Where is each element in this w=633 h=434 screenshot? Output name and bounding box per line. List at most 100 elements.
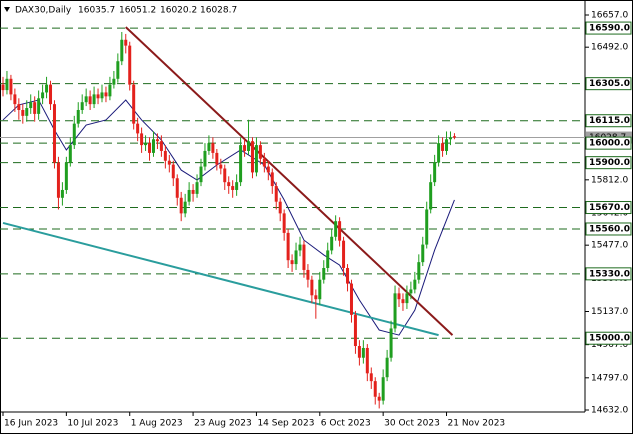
candle-body [393,293,397,329]
candle-body [437,143,441,163]
candle-body [357,346,361,358]
candle-body [80,102,84,110]
candle-body [353,314,357,347]
candle-body [88,96,92,105]
candle-body [258,145,262,159]
candle-body [49,84,53,105]
x-tick-label: 10 Jul 2023 [67,419,118,429]
candle-body [298,244,302,251]
y-tick-label: 15477.0 [591,241,628,251]
candle-body [33,102,37,114]
candle-body [389,328,393,358]
candle-body [433,162,437,183]
level-label-box [585,21,632,35]
x-tick-label: 16 Jun 2023 [4,419,58,429]
x-tick-label: 6 Oct 2023 [321,419,371,429]
candle-body [219,164,223,169]
candle-body [140,133,144,146]
y-tick-label: 14632.0 [591,406,628,416]
level-label-box [585,331,632,345]
candle-body [52,104,56,163]
candle-body [239,145,243,183]
candle-body [266,166,270,173]
candle-body [1,84,5,91]
candle-body [29,102,33,109]
candle-body [314,295,318,300]
candle-body [429,182,433,210]
candle-body [322,267,326,280]
candle-body [247,141,251,151]
candle-body [338,221,342,241]
candle-body [144,143,148,146]
level-label: 16115.0 [589,116,630,126]
x-tick-label: 14 Sep 2023 [257,419,314,429]
candle-body [17,104,21,110]
candle-body [282,213,286,233]
y-tick-label: 14797.0 [591,373,628,383]
candle-body [179,197,183,214]
candle-body [171,164,175,179]
candle-body [223,168,227,183]
candle-body [270,172,274,187]
candle-body [409,289,413,294]
level-label-box [585,267,632,281]
candle-body [195,182,199,194]
candle-body [132,84,136,124]
candle-body [369,373,373,382]
candle-body [163,150,167,161]
candle-body [183,201,187,214]
candle-body [385,357,389,378]
candle-body [452,136,456,138]
level-label: 15330.0 [589,269,630,279]
header-close: 16028.7 [200,6,237,16]
trendline [2,221,439,337]
candle-body [381,377,385,401]
candle-body [112,78,116,85]
candle-body [286,232,290,261]
candle-body [167,160,171,165]
candle-body [68,145,72,163]
level-label: 15000.0 [589,334,630,344]
candle-body [72,123,76,146]
candle-body [207,143,211,151]
candle-body [290,260,294,265]
candle-body [84,96,88,103]
candle-body [187,189,191,202]
level-label: 16305.0 [589,79,630,89]
candle-body [377,396,381,401]
x-tick-label: 30 Oct 2023 [384,419,440,429]
symbol-title: DAX30,Daily [15,6,72,16]
candle-body [148,143,152,153]
candle-body [330,236,334,251]
candle-body [326,250,330,268]
candle-body [448,137,452,140]
candle-body [417,262,421,280]
candle-body [92,94,96,105]
candle-body [5,78,9,91]
candle-body [100,92,104,99]
level-label-box [585,156,632,170]
trendline [125,26,454,336]
candle-body [401,299,405,304]
level-label-box [585,136,632,150]
candle-body [116,61,120,79]
candle-body [124,39,128,46]
y-tick-label: 14967.0 [591,340,628,350]
x-tick-label: 1 Aug 2023 [131,419,183,429]
candle-body [215,152,219,165]
candle-body [211,143,215,153]
level-label-box [585,114,632,128]
candle-body [425,209,429,245]
level-label: 15670.0 [589,203,630,213]
level-label-box [585,222,632,236]
candle-body [191,189,195,194]
candle-body [76,109,80,124]
candle-body [25,108,29,116]
header-open: 16035.7 [78,6,115,16]
candle-body [120,39,124,62]
candle-body [445,139,449,151]
candle-body [310,279,314,296]
level-label: 16000.0 [589,139,630,149]
